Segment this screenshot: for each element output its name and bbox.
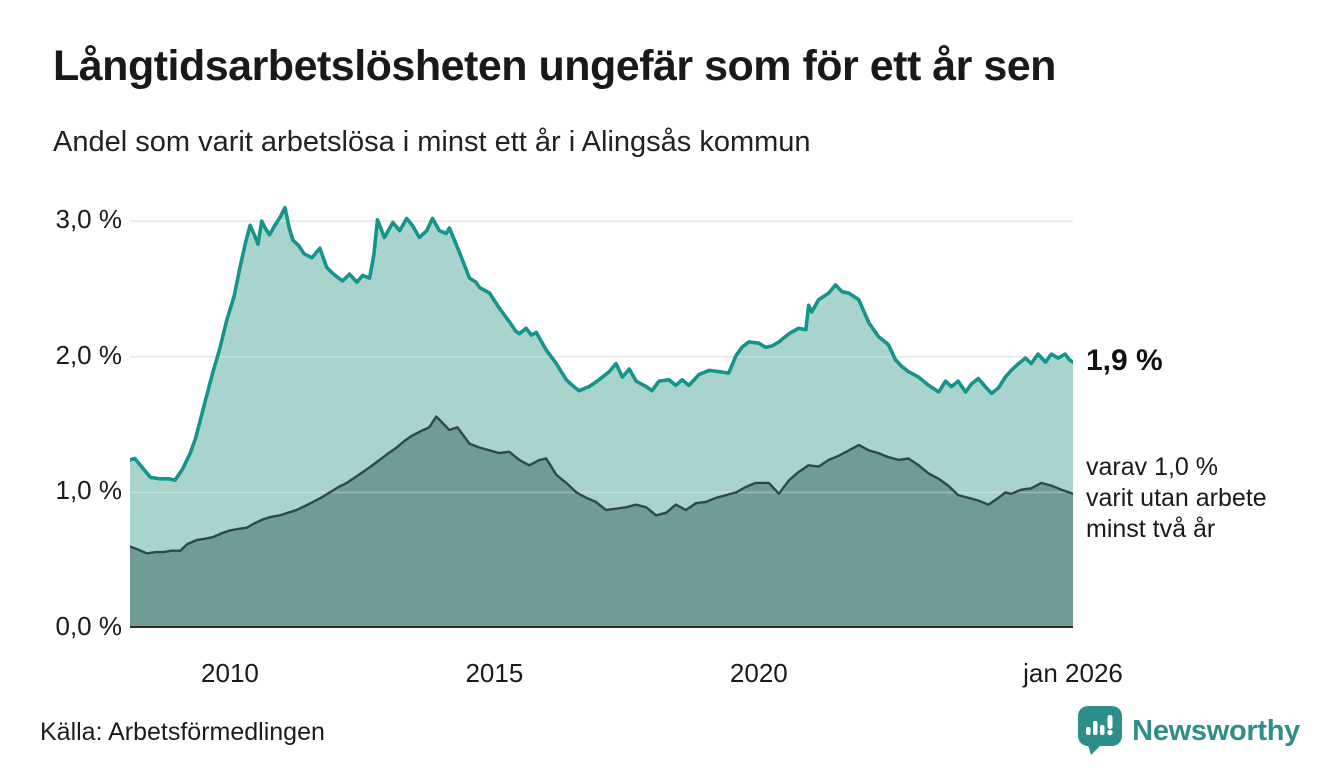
area-chart [128, 205, 1075, 628]
newsworthy-wordmark: Newsworthy [1132, 714, 1300, 747]
x-axis-tick-label: 2015 [465, 658, 524, 688]
end-value-annotation: 1,9 % [1086, 344, 1163, 378]
y-axis-tick-label: 0,0 % [55, 610, 123, 641]
secondary-annotation: varav 1,0 % varit utan arbete minst två … [1086, 452, 1267, 545]
plot-area [128, 190, 1075, 628]
source-label: Källa: Arbetsförmedlingen [40, 718, 325, 746]
newsworthy-logo-icon [1078, 706, 1123, 755]
secondary-annotation-line: varav 1,0 % [1086, 453, 1219, 481]
secondary-annotation-line: minst två år [1086, 515, 1216, 543]
y-axis-tick-label: 3,0 % [55, 204, 123, 235]
secondary-annotation-line: varit utan arbete [1086, 484, 1267, 512]
x-axis-tick-label: 2010 [201, 658, 259, 688]
x-axis-tick-label: jan 2026 [1023, 658, 1123, 688]
two-year-area [130, 416, 1073, 628]
total-line [128, 205, 1075, 482]
newsworthy-brand[interactable]: Newsworthy [1078, 706, 1300, 756]
chart-title: Långtidsarbetslösheten ungefär som för e… [53, 42, 1056, 90]
y-axis-tick-label: 2,0 % [55, 339, 123, 370]
y-axis-tick-label: 1,0 % [55, 475, 123, 506]
x-axis-tick-label: 2020 [729, 658, 788, 688]
chart-subtitle: Andel som varit arbetslösa i minst ett å… [53, 126, 811, 158]
two-year-line [128, 415, 1075, 555]
